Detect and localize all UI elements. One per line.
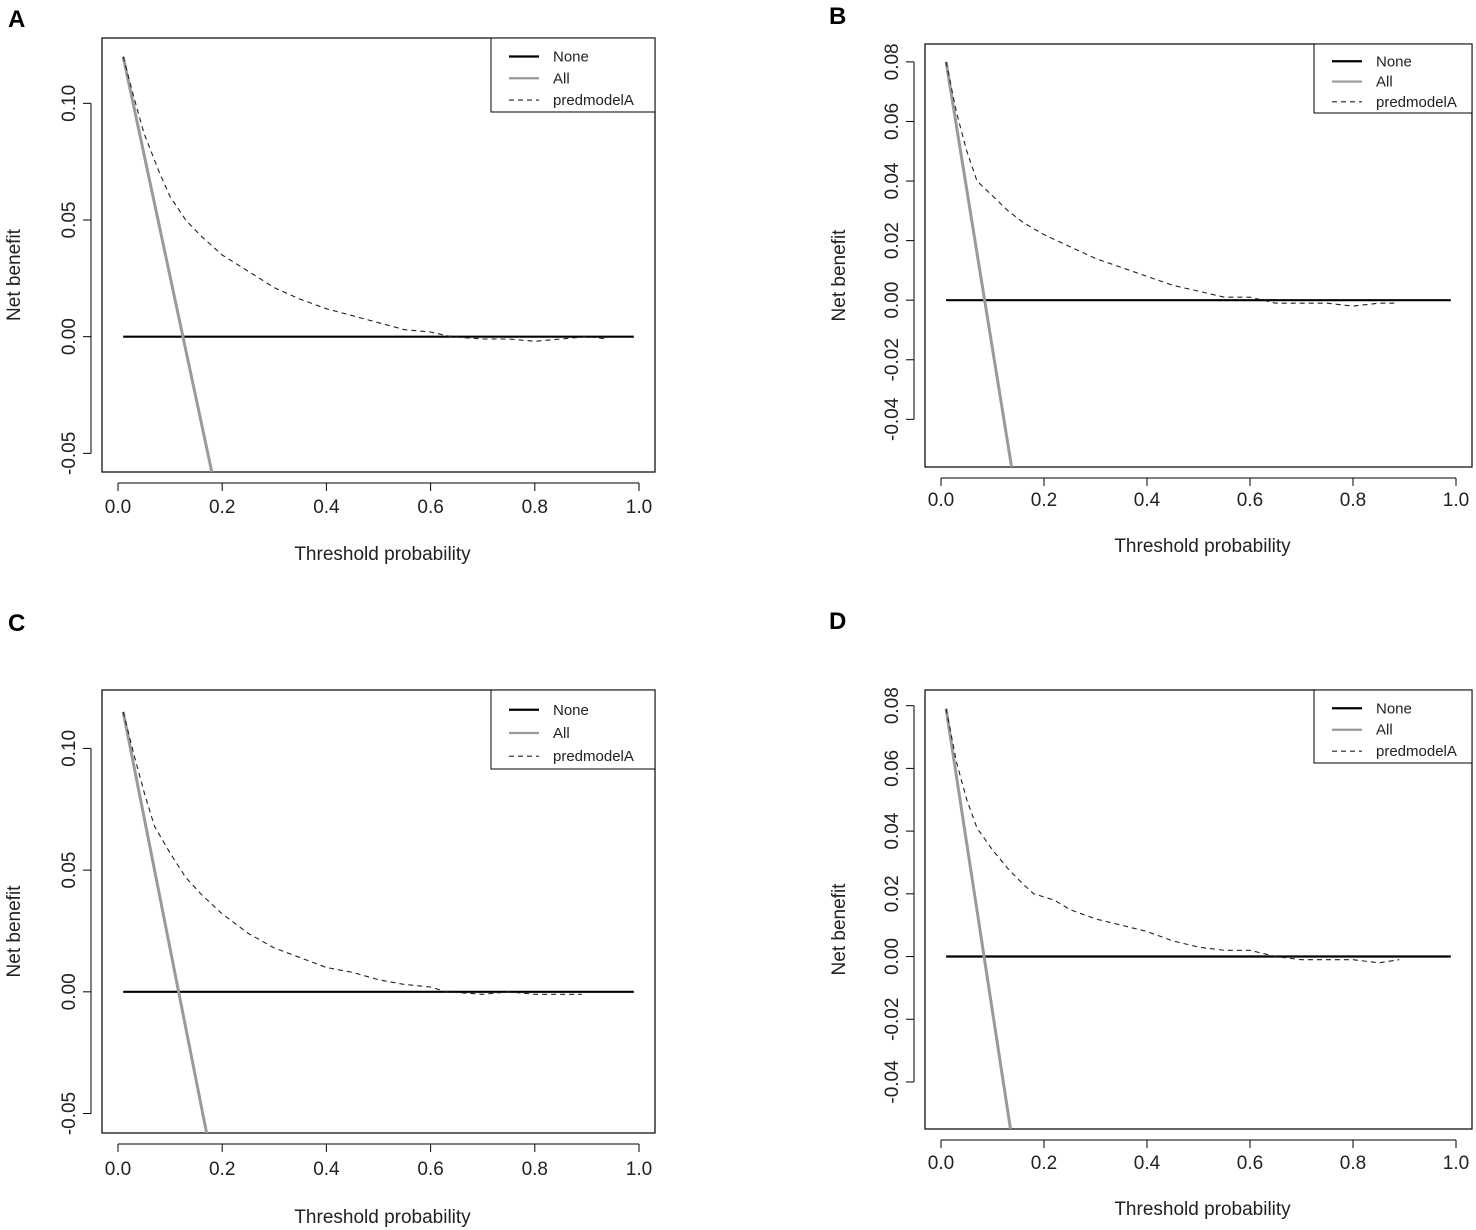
y-tick-label: 0.00 (59, 318, 80, 355)
x-tick-label: 0.4 (1134, 490, 1161, 511)
legend-label: None (1376, 700, 1412, 717)
series-line-predmodela (122, 711, 582, 995)
x-tick-label: 0.2 (1031, 1153, 1057, 1174)
y-tick-label: 0.10 (59, 85, 80, 122)
y-tick-label: 0.05 (59, 852, 80, 889)
panel-letter: C (8, 610, 25, 637)
y-tick-label: 0.00 (882, 282, 903, 319)
legend-label: All (1376, 74, 1393, 91)
panel-letter: B (829, 3, 846, 30)
y-tick-label: -0.05 (59, 432, 80, 475)
y-tick-label: 0.00 (882, 938, 903, 975)
legend: None All predmodelA (490, 37, 656, 113)
y-axis-title: Net benefit (829, 229, 850, 322)
x-tick-label: 0.6 (417, 1159, 443, 1180)
x-tick-label: 0.0 (928, 490, 954, 511)
y-tick-label: -0.02 (882, 998, 903, 1041)
y-tick-label: 0.08 (882, 687, 903, 724)
y-axis-title: Net benefit (4, 228, 25, 321)
y-tick-label: 0.00 (59, 973, 80, 1010)
legend-label: None (553, 49, 589, 66)
x-tick-label: 0.0 (105, 1159, 131, 1180)
y-tick-label: 0.02 (882, 222, 903, 259)
y-tick-label: 0.08 (882, 43, 903, 80)
y-tick-label: 0.10 (59, 730, 80, 767)
x-tick-label: 0.0 (105, 497, 131, 518)
x-tick-label: 0.8 (1340, 490, 1366, 511)
plot-frame (101, 689, 656, 1134)
x-axis-title: Threshold probability (294, 544, 471, 565)
legend-label: None (1376, 53, 1412, 70)
x-tick-label: 1.0 (1443, 1153, 1469, 1174)
y-axis-title: Net benefit (829, 883, 850, 976)
x-tick-label: 0.2 (1031, 490, 1057, 511)
legend-label: predmodelA (553, 92, 634, 109)
plot-frame (924, 43, 1473, 468)
panel-letter: D (829, 608, 846, 635)
chart-panel-a: A 0.0 0.2 0.4 0.6 0.8 1.0 -0.05 0.00 0.05 0.10 Thre… (4, 6, 656, 565)
y-tick-label: -0.04 (882, 397, 903, 441)
legend-box (1313, 689, 1473, 764)
series-line-all (944, 708, 1012, 1129)
chart-panel-d: D 0.0 0.2 0.4 0.6 0.8 1.0 -0.04 -0.02 0.00 0.02 0.0… (829, 608, 1473, 1220)
x-tick-label: 0.8 (522, 497, 548, 518)
x-tick-label: 0.2 (209, 1159, 235, 1180)
x-axis-title: Threshold probability (1114, 1199, 1291, 1220)
series-line-all (121, 711, 209, 1133)
y-tick-label: 0.02 (882, 875, 903, 912)
series-line-predmodela (945, 61, 1395, 307)
y-tick-label: 0.04 (882, 812, 903, 849)
x-tick-label: 0.8 (1340, 1153, 1366, 1174)
x-tick-label: 0.0 (928, 1153, 954, 1174)
y-tick-label: 0.06 (882, 103, 903, 140)
legend: None All predmodelA (490, 689, 656, 770)
y-tick-label: 0.06 (882, 750, 903, 787)
x-tick-label: 0.6 (417, 497, 443, 518)
x-tick-label: 1.0 (1443, 490, 1469, 511)
series-line-all (121, 56, 214, 472)
series-line-all (944, 61, 1014, 467)
plot-frame (101, 37, 656, 473)
legend-label: All (553, 70, 570, 87)
panel-letter: A (8, 6, 25, 33)
legend-label: predmodelA (553, 748, 634, 765)
legend-label: predmodelA (1376, 743, 1457, 760)
x-tick-label: 0.6 (1237, 1153, 1263, 1174)
chart-panel-b: B 0.0 0.2 0.4 0.6 0.8 1.0 -0.04 -0.02 0.00 0.02 0.0… (829, 3, 1473, 557)
legend-label: All (553, 725, 570, 742)
x-tick-label: 0.4 (313, 1159, 340, 1180)
y-tick-label: -0.02 (882, 338, 903, 381)
x-axis-title: Threshold probability (1114, 536, 1291, 557)
x-tick-label: 0.4 (1134, 1153, 1161, 1174)
x-tick-label: 1.0 (626, 497, 652, 518)
legend: None All predmodelA (1313, 689, 1473, 764)
x-axis-title: Threshold probability (294, 1207, 471, 1228)
plot-frame (924, 689, 1473, 1130)
series-line-predmodela (945, 708, 1400, 964)
legend-label: None (553, 702, 589, 719)
y-tick-label: 0.04 (882, 162, 903, 199)
y-tick-label: -0.05 (59, 1092, 80, 1135)
x-tick-label: 0.2 (209, 497, 235, 518)
series-line-predmodela (122, 56, 608, 342)
legend-box (1313, 43, 1473, 114)
legend-label: predmodelA (1376, 94, 1457, 111)
x-tick-label: 1.0 (626, 1159, 652, 1180)
chart-panel-c: C 0.0 0.2 0.4 0.6 0.8 1.0 -0.05 0.00 0.05 0.10 Thre… (4, 610, 656, 1228)
y-axis-title: Net benefit (4, 885, 25, 978)
y-tick-label: 0.05 (59, 202, 80, 239)
y-tick-label: -0.04 (882, 1060, 903, 1104)
x-tick-label: 0.8 (522, 1159, 548, 1180)
x-tick-label: 0.4 (313, 497, 340, 518)
x-tick-label: 0.6 (1237, 490, 1263, 511)
legend-label: All (1376, 722, 1393, 739)
legend: None All predmodelA (1313, 43, 1473, 114)
